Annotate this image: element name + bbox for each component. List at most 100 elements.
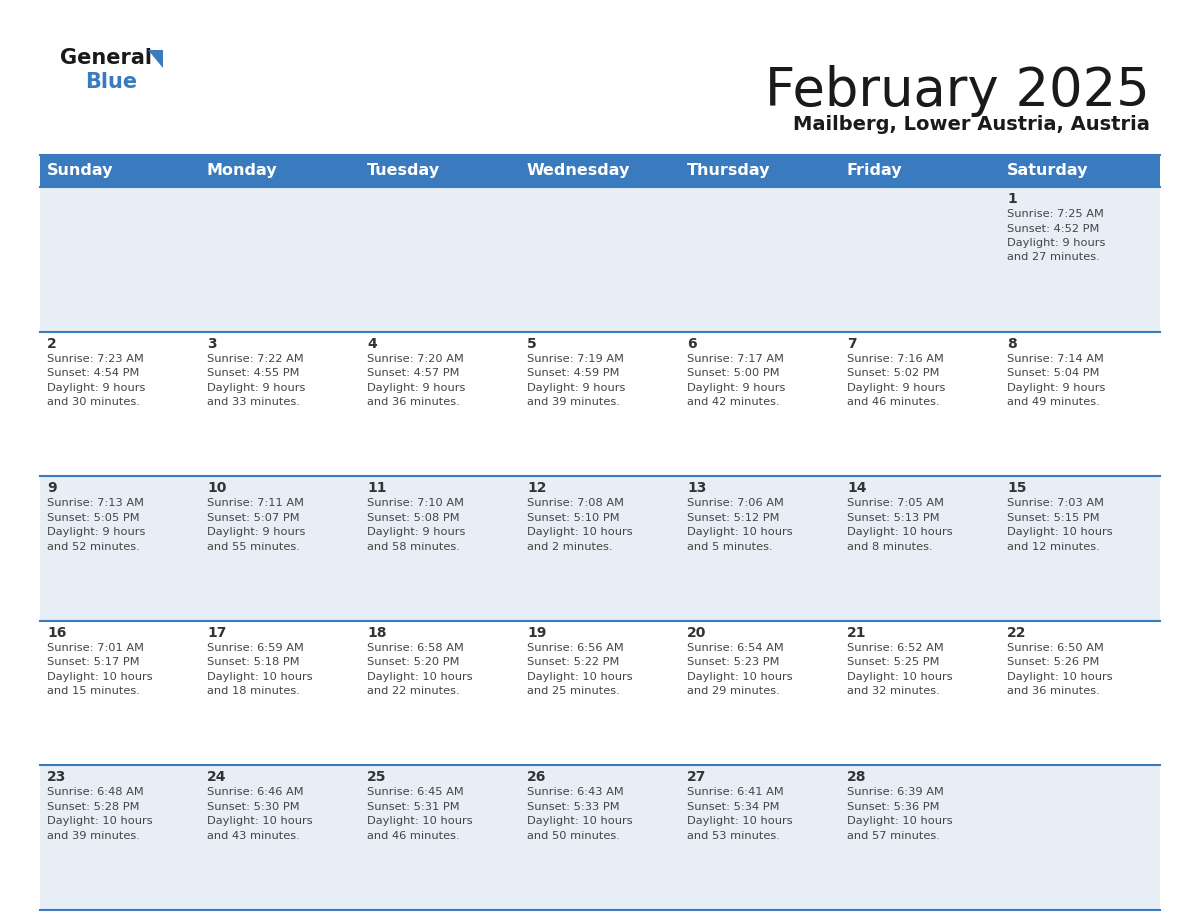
Text: Sunset: 5:07 PM: Sunset: 5:07 PM bbox=[207, 512, 299, 522]
Bar bbox=[840, 476, 1000, 621]
Text: Daylight: 10 hours: Daylight: 10 hours bbox=[847, 527, 953, 537]
Bar bbox=[1000, 621, 1159, 766]
Text: Sunrise: 7:06 AM: Sunrise: 7:06 AM bbox=[687, 498, 784, 509]
Text: and 42 minutes.: and 42 minutes. bbox=[687, 397, 779, 407]
Text: and 18 minutes.: and 18 minutes. bbox=[207, 687, 299, 696]
Text: Sunset: 5:08 PM: Sunset: 5:08 PM bbox=[367, 512, 460, 522]
Bar bbox=[840, 187, 1000, 331]
Text: and 50 minutes.: and 50 minutes. bbox=[527, 831, 620, 841]
Text: Sunrise: 7:11 AM: Sunrise: 7:11 AM bbox=[207, 498, 304, 509]
Text: Sunset: 5:20 PM: Sunset: 5:20 PM bbox=[367, 657, 460, 667]
Text: and 36 minutes.: and 36 minutes. bbox=[367, 397, 460, 407]
Bar bbox=[840, 155, 1000, 187]
Text: Daylight: 9 hours: Daylight: 9 hours bbox=[48, 383, 145, 393]
Text: Sunrise: 6:50 AM: Sunrise: 6:50 AM bbox=[1007, 643, 1104, 653]
Text: and 57 minutes.: and 57 minutes. bbox=[847, 831, 940, 841]
Bar bbox=[40, 476, 200, 621]
Text: Sunset: 5:02 PM: Sunset: 5:02 PM bbox=[847, 368, 940, 378]
Text: Sunrise: 7:13 AM: Sunrise: 7:13 AM bbox=[48, 498, 144, 509]
Text: and 15 minutes.: and 15 minutes. bbox=[48, 687, 140, 696]
Text: 11: 11 bbox=[367, 481, 386, 495]
Text: Sunset: 4:57 PM: Sunset: 4:57 PM bbox=[367, 368, 460, 378]
Bar bbox=[680, 766, 840, 910]
Bar bbox=[360, 766, 520, 910]
Bar bbox=[840, 621, 1000, 766]
Bar bbox=[680, 331, 840, 476]
Text: Daylight: 9 hours: Daylight: 9 hours bbox=[48, 527, 145, 537]
Text: Daylight: 10 hours: Daylight: 10 hours bbox=[527, 527, 633, 537]
Text: Sunset: 5:36 PM: Sunset: 5:36 PM bbox=[847, 802, 940, 812]
Text: Sunrise: 7:17 AM: Sunrise: 7:17 AM bbox=[687, 353, 784, 364]
Text: Daylight: 10 hours: Daylight: 10 hours bbox=[207, 816, 312, 826]
Text: 12: 12 bbox=[527, 481, 546, 495]
Text: Sunset: 5:04 PM: Sunset: 5:04 PM bbox=[1007, 368, 1100, 378]
Text: Sunset: 5:31 PM: Sunset: 5:31 PM bbox=[367, 802, 460, 812]
Text: Daylight: 10 hours: Daylight: 10 hours bbox=[527, 816, 633, 826]
Text: and 39 minutes.: and 39 minutes. bbox=[48, 831, 140, 841]
Text: Sunrise: 7:25 AM: Sunrise: 7:25 AM bbox=[1007, 209, 1104, 219]
Text: Sunrise: 7:16 AM: Sunrise: 7:16 AM bbox=[847, 353, 944, 364]
Bar bbox=[1000, 331, 1159, 476]
Text: Daylight: 9 hours: Daylight: 9 hours bbox=[847, 383, 946, 393]
Text: Thursday: Thursday bbox=[687, 163, 771, 178]
Text: Daylight: 10 hours: Daylight: 10 hours bbox=[687, 527, 792, 537]
Text: Daylight: 10 hours: Daylight: 10 hours bbox=[48, 672, 152, 682]
Text: Sunrise: 7:19 AM: Sunrise: 7:19 AM bbox=[527, 353, 624, 364]
Text: Daylight: 10 hours: Daylight: 10 hours bbox=[527, 672, 633, 682]
Bar bbox=[1000, 476, 1159, 621]
Text: Sunrise: 6:59 AM: Sunrise: 6:59 AM bbox=[207, 643, 304, 653]
Text: Sunset: 5:28 PM: Sunset: 5:28 PM bbox=[48, 802, 139, 812]
Bar bbox=[1000, 187, 1159, 331]
Text: Sunset: 5:33 PM: Sunset: 5:33 PM bbox=[527, 802, 620, 812]
Text: 2: 2 bbox=[48, 337, 57, 351]
Text: Monday: Monday bbox=[207, 163, 278, 178]
Bar bbox=[360, 155, 520, 187]
Bar bbox=[1000, 766, 1159, 910]
Text: Sunday: Sunday bbox=[48, 163, 114, 178]
Bar bbox=[680, 187, 840, 331]
Bar bbox=[360, 476, 520, 621]
Bar bbox=[360, 331, 520, 476]
Bar bbox=[680, 155, 840, 187]
Bar bbox=[40, 621, 200, 766]
Text: Sunrise: 7:01 AM: Sunrise: 7:01 AM bbox=[48, 643, 144, 653]
Text: Daylight: 10 hours: Daylight: 10 hours bbox=[847, 672, 953, 682]
Text: Daylight: 10 hours: Daylight: 10 hours bbox=[687, 816, 792, 826]
Text: and 12 minutes.: and 12 minutes. bbox=[1007, 542, 1100, 552]
Text: 5: 5 bbox=[527, 337, 537, 351]
Bar bbox=[40, 331, 200, 476]
Text: 24: 24 bbox=[207, 770, 227, 784]
Text: Daylight: 10 hours: Daylight: 10 hours bbox=[367, 672, 473, 682]
Bar bbox=[200, 331, 360, 476]
Text: Sunset: 5:26 PM: Sunset: 5:26 PM bbox=[1007, 657, 1099, 667]
Text: and 22 minutes.: and 22 minutes. bbox=[367, 687, 460, 696]
Text: Tuesday: Tuesday bbox=[367, 163, 440, 178]
Text: and 39 minutes.: and 39 minutes. bbox=[527, 397, 620, 407]
Bar bbox=[40, 187, 200, 331]
Text: 9: 9 bbox=[48, 481, 57, 495]
Bar bbox=[840, 331, 1000, 476]
Text: and 27 minutes.: and 27 minutes. bbox=[1007, 252, 1100, 263]
Text: Sunset: 5:18 PM: Sunset: 5:18 PM bbox=[207, 657, 299, 667]
Text: Sunset: 4:54 PM: Sunset: 4:54 PM bbox=[48, 368, 139, 378]
Text: 6: 6 bbox=[687, 337, 696, 351]
Bar bbox=[520, 187, 680, 331]
Text: Daylight: 10 hours: Daylight: 10 hours bbox=[48, 816, 152, 826]
Text: and 49 minutes.: and 49 minutes. bbox=[1007, 397, 1100, 407]
Text: Sunrise: 6:54 AM: Sunrise: 6:54 AM bbox=[687, 643, 784, 653]
Bar bbox=[520, 331, 680, 476]
Text: and 32 minutes.: and 32 minutes. bbox=[847, 687, 940, 696]
Text: and 29 minutes.: and 29 minutes. bbox=[687, 687, 779, 696]
Text: Sunrise: 7:22 AM: Sunrise: 7:22 AM bbox=[207, 353, 304, 364]
Text: Daylight: 9 hours: Daylight: 9 hours bbox=[207, 527, 305, 537]
Text: Sunrise: 6:46 AM: Sunrise: 6:46 AM bbox=[207, 788, 304, 798]
Text: Daylight: 9 hours: Daylight: 9 hours bbox=[687, 383, 785, 393]
Bar bbox=[40, 155, 200, 187]
Text: 27: 27 bbox=[687, 770, 707, 784]
Text: Daylight: 9 hours: Daylight: 9 hours bbox=[367, 383, 466, 393]
Bar bbox=[680, 476, 840, 621]
Text: Sunset: 5:25 PM: Sunset: 5:25 PM bbox=[847, 657, 940, 667]
Text: Sunset: 5:23 PM: Sunset: 5:23 PM bbox=[687, 657, 779, 667]
Text: 20: 20 bbox=[687, 626, 707, 640]
Text: 16: 16 bbox=[48, 626, 67, 640]
